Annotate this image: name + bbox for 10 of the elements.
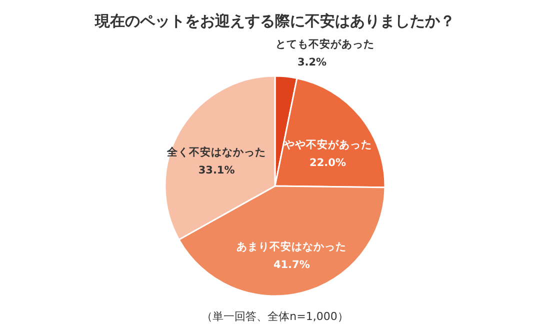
data-label: 3.2%: [297, 56, 328, 69]
slice-label: やや不安があった: [282, 138, 372, 151]
data-label: 33.1%: [198, 164, 236, 177]
slice-label: とても不安があった: [275, 38, 374, 51]
text: （単一回答、全体n=1,000）: [202, 310, 348, 323]
data-label: 22.0%: [310, 156, 346, 169]
chart-title: 現在のペットをお迎えする際に不安はありましたか？: [94, 12, 455, 30]
slice-label: 全く不安はなかった: [166, 146, 266, 159]
data-label: 41.7%: [273, 258, 310, 271]
slice-label: あまり不安はなかった: [236, 240, 347, 253]
